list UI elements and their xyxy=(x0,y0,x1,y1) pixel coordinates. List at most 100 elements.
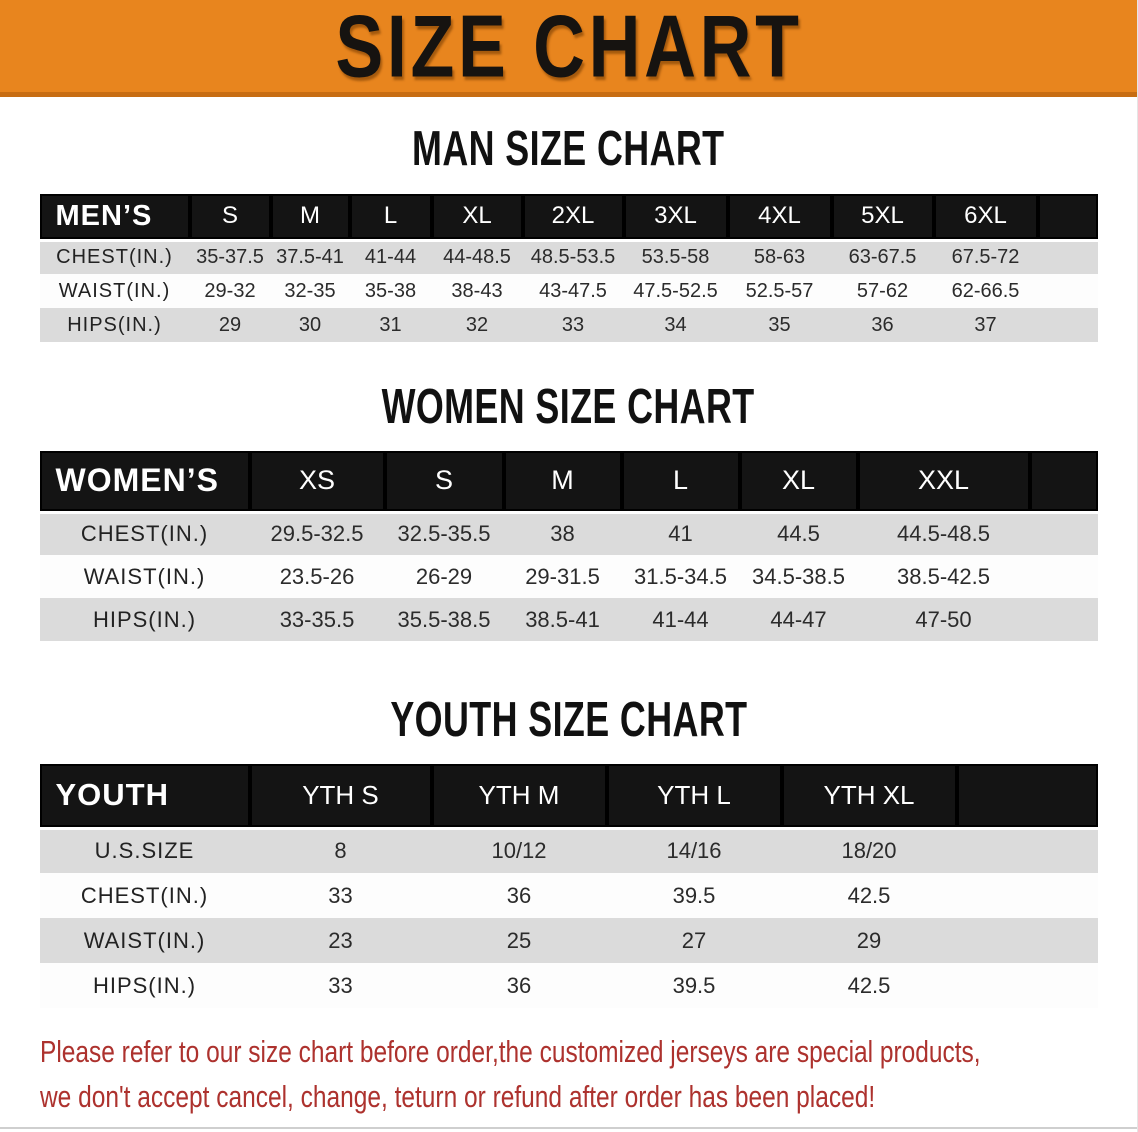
size-cell: 58-63 xyxy=(727,240,832,274)
size-cell: 41-44 xyxy=(621,598,740,641)
table-header-row: MEN’S S M L XL 2XL 3XL 4XL 5XL 6XL xyxy=(39,194,1098,242)
womens-size-section: WOMEN SIZE CHART WOMEN’S XS S M L XL XXL CHEST… xyxy=(0,378,1137,641)
spacer-cell xyxy=(956,918,1098,963)
table-row: HIPS(IN.) 33-35.5 35.5-38.5 38.5-41 41-44 44-… xyxy=(39,598,1098,641)
row-label: HIPS(IN.) xyxy=(39,963,250,1008)
size-cell: 30 xyxy=(270,308,350,342)
size-column-header: 2XL xyxy=(522,194,624,242)
size-cell: 35.5-38.5 xyxy=(384,598,504,641)
size-cell: 63-67.5 xyxy=(831,240,934,274)
size-column-header: 6XL xyxy=(933,194,1038,242)
bottom-divider xyxy=(0,1127,1137,1129)
size-column-header: YTH L xyxy=(606,764,782,830)
row-label: U.S.SIZE xyxy=(39,828,250,873)
size-column-header: XXL xyxy=(857,451,1030,514)
row-label: CHEST(IN.) xyxy=(39,512,250,555)
size-column-header: 4XL xyxy=(727,194,832,242)
spacer-cell xyxy=(1029,512,1098,555)
table-corner-label: MEN’S xyxy=(39,194,190,242)
size-cell: 44.5 xyxy=(739,512,858,555)
size-cell: 25 xyxy=(431,918,607,963)
table-corner-label: YOUTH xyxy=(39,764,250,830)
size-cell: 31 xyxy=(349,308,432,342)
size-cell: 33-35.5 xyxy=(249,598,385,641)
spacer-cell xyxy=(1037,274,1098,308)
disclaimer-line-2: we don't accept cancel, change, teturn o… xyxy=(40,1079,876,1114)
table-row: CHEST(IN.) 29.5-32.5 32.5-35.5 38 41 44.5 44.5… xyxy=(39,512,1098,555)
womens-section-title: WOMEN SIZE CHART xyxy=(381,378,755,434)
row-label: CHEST(IN.) xyxy=(39,873,250,918)
row-label: HIPS(IN.) xyxy=(39,598,250,641)
row-label: CHEST(IN.) xyxy=(39,240,190,274)
size-column-header: YTH XL xyxy=(781,764,957,830)
size-column-header: 5XL xyxy=(831,194,934,242)
spacer-cell xyxy=(1029,598,1098,641)
size-column-header: S xyxy=(384,451,504,514)
mens-size-section: MAN SIZE CHART MEN’S S M L XL 2XL 3XL 4XL 5XL 6XL… xyxy=(0,120,1137,342)
size-cell: 47-50 xyxy=(857,598,1030,641)
size-column-header: YTH S xyxy=(249,764,432,830)
size-cell: 32.5-35.5 xyxy=(384,512,504,555)
size-cell: 38-43 xyxy=(431,274,523,308)
table-row: HIPS(IN.) 29 30 31 32 33 34 35 36 37 xyxy=(39,308,1098,342)
size-cell: 36 xyxy=(431,963,607,1008)
spacer-cell xyxy=(956,764,1098,830)
disclaimer-text: Please refer to our size chart before or… xyxy=(40,1029,1137,1119)
size-cell: 14/16 xyxy=(606,828,782,873)
table-row: CHEST(IN.) 33 36 39.5 42.5 xyxy=(39,873,1098,918)
spacer-cell xyxy=(1029,555,1098,598)
table-row: U.S.SIZE 8 10/12 14/16 18/20 xyxy=(39,828,1098,873)
row-label: WAIST(IN.) xyxy=(39,274,190,308)
size-cell: 44-47 xyxy=(739,598,858,641)
size-chart-banner: SIZE CHART xyxy=(0,0,1137,97)
spacer-cell xyxy=(1037,308,1098,342)
size-column-header: S xyxy=(189,194,271,242)
size-cell: 8 xyxy=(249,828,432,873)
size-cell: 29 xyxy=(189,308,271,342)
row-label: WAIST(IN.) xyxy=(39,918,250,963)
table-corner-label: WOMEN’S xyxy=(39,451,250,514)
size-cell: 48.5-53.5 xyxy=(522,240,624,274)
size-cell: 36 xyxy=(831,308,934,342)
size-cell: 23 xyxy=(249,918,432,963)
size-cell: 23.5-26 xyxy=(249,555,385,598)
size-column-header: XL xyxy=(739,451,858,514)
youth-size-section: YOUTH SIZE CHART YOUTH YTH S YTH M YTH L YTH… xyxy=(0,691,1137,1008)
size-cell: 53.5-58 xyxy=(623,240,728,274)
size-column-header: YTH M xyxy=(431,764,607,830)
banner-title: SIZE CHART xyxy=(334,0,803,96)
size-cell: 44-48.5 xyxy=(431,240,523,274)
table-row: HIPS(IN.) 33 36 39.5 42.5 xyxy=(39,963,1098,1008)
table-row: WAIST(IN.) 23.5-26 26-29 29-31.5 31.5-34.5 34… xyxy=(39,555,1098,598)
size-cell: 32 xyxy=(431,308,523,342)
spacer-cell xyxy=(1037,240,1098,274)
size-cell: 39.5 xyxy=(606,873,782,918)
spacer-cell xyxy=(1037,194,1098,242)
size-cell: 37 xyxy=(933,308,1038,342)
table-row: WAIST(IN.) 29-32 32-35 35-38 38-43 43-47.5 47.… xyxy=(39,274,1098,308)
size-cell: 35 xyxy=(727,308,832,342)
size-cell: 43-47.5 xyxy=(522,274,624,308)
size-cell: 29-32 xyxy=(189,274,271,308)
table-header-row: YOUTH YTH S YTH M YTH L YTH XL xyxy=(39,764,1098,830)
size-cell: 33 xyxy=(522,308,624,342)
size-cell: 35-38 xyxy=(349,274,432,308)
size-cell: 41-44 xyxy=(349,240,432,274)
size-column-header: XL xyxy=(431,194,523,242)
table-row: WAIST(IN.) 23 25 27 29 xyxy=(39,918,1098,963)
size-cell: 27 xyxy=(606,918,782,963)
row-label: HIPS(IN.) xyxy=(39,308,190,342)
size-cell: 34 xyxy=(623,308,728,342)
size-cell: 10/12 xyxy=(431,828,607,873)
size-column-header: L xyxy=(621,451,740,514)
size-cell: 62-66.5 xyxy=(933,274,1038,308)
spacer-cell xyxy=(956,963,1098,1008)
size-column-header: XS xyxy=(249,451,385,514)
spacer-cell xyxy=(956,828,1098,873)
size-cell: 47.5-52.5 xyxy=(623,274,728,308)
size-cell: 44.5-48.5 xyxy=(857,512,1030,555)
size-cell: 26-29 xyxy=(384,555,504,598)
spacer-cell xyxy=(956,873,1098,918)
size-cell: 38 xyxy=(503,512,622,555)
size-cell: 18/20 xyxy=(781,828,957,873)
